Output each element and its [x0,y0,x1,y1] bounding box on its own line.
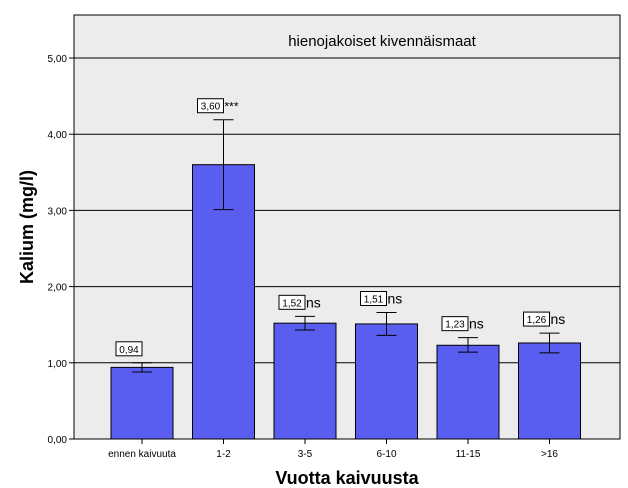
value-label-box [278,294,306,310]
value-label-box [523,311,550,327]
bars [110,164,581,440]
significance-label: ns [306,294,321,310]
bar [110,366,174,440]
x-tick-label: >16 [541,449,558,460]
x-tick-label: 11-15 [456,449,481,460]
x-axis-ticks: ennen kaivuuta 1-2 3-5 6-10 11-15 >16 [108,439,558,460]
bar [192,164,255,440]
y-tick-label: 0,00 [48,435,68,446]
value-label: 0,94 [119,345,139,356]
x-tick-label: 6-10 [376,449,396,460]
value-label: 3,60 [201,102,221,113]
y-axis-title: Kalium (mg/l) [17,170,37,284]
value-label: 1,26 [527,315,547,326]
y-tick-label: 4,00 [48,130,68,141]
significance-label: *** [225,100,239,114]
value-label: 1,23 [445,320,465,331]
significance-label: ns [551,311,566,327]
plot-frame [73,14,621,440]
y-tick-label: 1,00 [48,359,68,370]
significance-label: ns [469,316,484,332]
bar [273,322,337,440]
value-label-box [115,341,143,357]
bar [518,342,581,440]
x-axis-title: Vuotta kaivuusta [275,468,419,488]
x-tick-label: 1-2 [216,449,231,460]
x-tick-label: ennen kaivuuta [108,449,176,460]
value-label-box [360,291,387,307]
value-label-box [197,98,224,114]
value-label-box [441,316,469,332]
y-tick-label: 2,00 [48,283,68,294]
error-bars [132,119,560,373]
x-tick-label: 3-5 [298,449,313,460]
bar [355,323,418,440]
y-axis-ticks: 0,00 1,00 2,00 3,00 4,00 5,00 [48,54,74,446]
value-label: 1,51 [364,295,384,306]
bar [436,344,500,440]
value-labels: 0,94 3,60 *** 1,52 ns 1,51 ns 1,23 ns 1,26 ns [115,98,566,357]
significance-label: ns [388,291,403,307]
y-tick-label: 5,00 [48,54,68,65]
value-label: 1,52 [282,298,302,309]
y-tick-label: 3,00 [48,206,68,217]
chart-title: hienojakoiset kivennäismaat [288,33,476,50]
